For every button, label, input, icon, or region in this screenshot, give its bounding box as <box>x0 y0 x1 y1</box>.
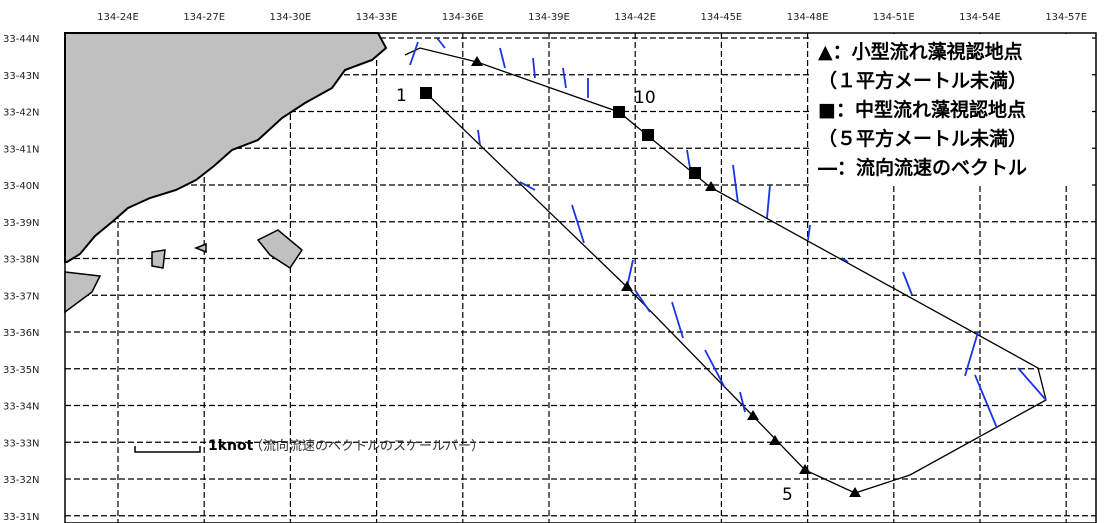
island <box>256 229 303 270</box>
legend-entry: （５平方メートル未満） <box>818 127 1027 150</box>
lat-label: 33-36N <box>3 328 40 339</box>
legend-entry: ▲：小型流れ藻視認地点 <box>818 40 1023 63</box>
lat-label: 33-38N <box>3 255 40 266</box>
markers <box>420 56 861 497</box>
lat-label: 33-43N <box>3 71 40 82</box>
island <box>151 249 166 269</box>
legend: ▲：小型流れ藻視認地点 （１平方メートル未満） ■：中型流れ藻視認地点 （５平方メート… <box>818 40 1027 179</box>
scale-note: （流向流速のベクトルのスケールバー） <box>250 438 484 454</box>
lat-label: 33-35N <box>3 365 40 376</box>
point-label: 1 <box>396 86 407 106</box>
lon-label: 134-36E <box>442 12 484 23</box>
lat-label: 33-34N <box>3 402 40 413</box>
legend-box <box>812 34 1092 186</box>
scale-bar <box>134 446 201 453</box>
island <box>64 271 102 314</box>
lon-label: 134-42E <box>614 12 656 23</box>
lon-label: 134-54E <box>959 12 1001 23</box>
lat-label: 33-42N <box>3 108 40 119</box>
scale-unit: 1knot <box>208 438 254 454</box>
lat-label: 33-39N <box>3 218 40 229</box>
point-label: 5 <box>782 485 793 505</box>
island <box>193 242 207 254</box>
legend-entry: ―：流向流速のベクトル <box>818 156 1027 179</box>
lon-label: 134-45E <box>701 12 743 23</box>
lat-label: 33-37N <box>3 291 40 302</box>
lat-label: 33-41N <box>3 144 40 155</box>
lon-label: 134-39E <box>528 12 570 23</box>
lon-label: 134-33E <box>356 12 398 23</box>
lat-label: 33-33N <box>3 438 40 449</box>
land <box>64 32 388 263</box>
lon-label: 134-30E <box>270 12 312 23</box>
lat-label: 33-31N <box>3 512 40 523</box>
current-vectors <box>409 37 1047 429</box>
lat-label: 33-32N <box>3 475 40 486</box>
lat-label: 33-40N <box>3 181 40 192</box>
lon-label: 134-48E <box>787 12 829 23</box>
point-label: 10 <box>634 88 656 108</box>
lon-label: 134-57E <box>1045 12 1087 23</box>
legend-entry: （１平方メートル未満） <box>818 69 1027 92</box>
legend-entry: ■：中型流れ藻視認地点 <box>818 98 1026 121</box>
lon-label: 134-27E <box>183 12 225 23</box>
lon-label: 134-24E <box>97 12 139 23</box>
lat-label: 33-44N <box>3 34 40 45</box>
lon-label: 134-51E <box>873 12 915 23</box>
